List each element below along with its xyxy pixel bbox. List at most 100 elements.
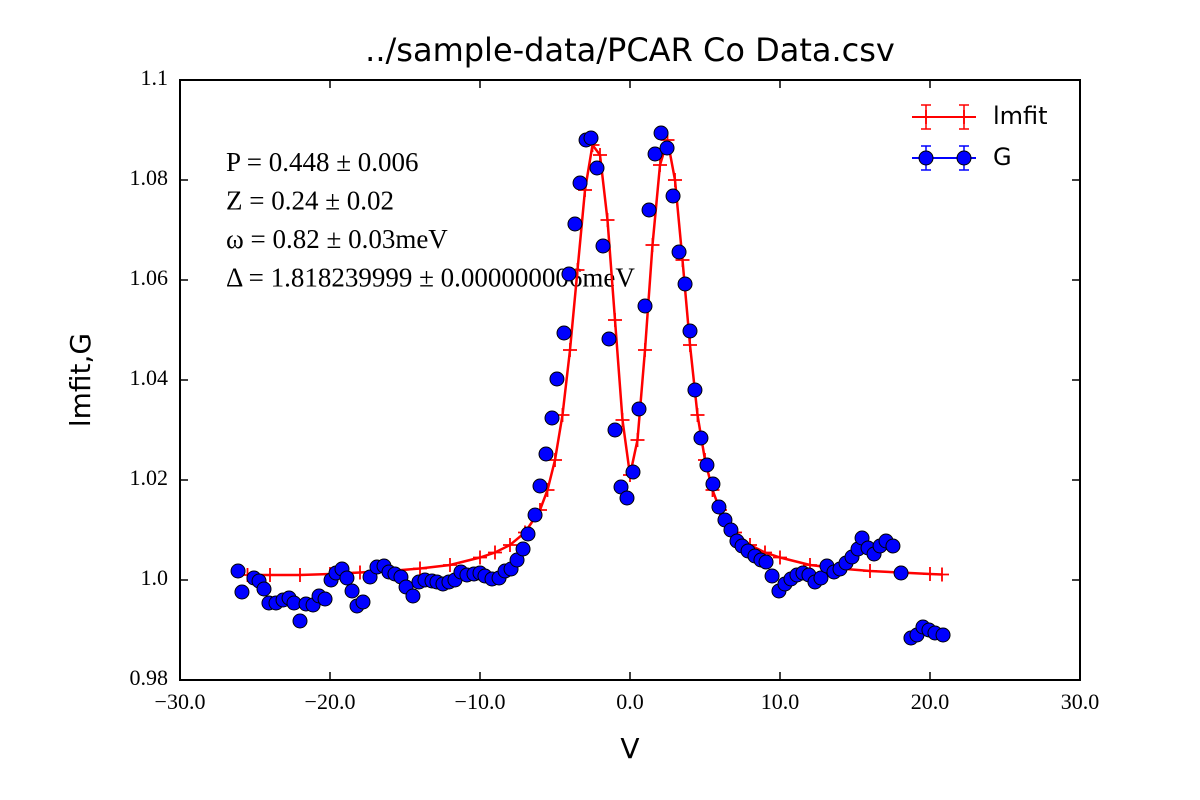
y-tick-label: 1.06 [130, 265, 169, 290]
point [935, 627, 951, 643]
plus-marker [413, 561, 427, 576]
plus-marker [488, 545, 502, 560]
y-axis-label: lmfit,G [64, 333, 97, 427]
point [515, 541, 531, 557]
plus-marker [503, 538, 517, 552]
point [665, 188, 681, 204]
legend: lmfit G [912, 102, 1048, 171]
point [653, 125, 669, 141]
plus-marker [645, 238, 660, 252]
point [813, 570, 829, 586]
legend-label: lmfit [993, 102, 1048, 130]
plus-marker [773, 550, 787, 565]
point [538, 446, 554, 462]
point [556, 325, 572, 341]
point [705, 476, 721, 492]
x-tick-label: 30.0 [1061, 689, 1100, 714]
legend-marker [919, 110, 933, 124]
legend-marker [918, 150, 934, 166]
plot-frame [179, 79, 1081, 681]
point [758, 554, 774, 570]
point [234, 584, 250, 600]
y-tick-label: 0.98 [130, 665, 169, 690]
legend-label: G [993, 143, 1012, 171]
plus-marker [923, 567, 937, 581]
y-tick-label: 1.1 [141, 65, 169, 90]
point [601, 331, 617, 347]
x-tick-label: 20.0 [911, 689, 950, 714]
point [567, 216, 583, 232]
x-tick-label: 0.0 [616, 689, 644, 714]
plus-marker [600, 213, 615, 227]
point [344, 583, 360, 599]
legend-marker [957, 110, 971, 124]
plus-marker [630, 433, 645, 447]
point [355, 594, 371, 610]
plus-marker [608, 313, 622, 327]
point [520, 526, 536, 542]
plus-marker [683, 338, 697, 352]
x-tick-label: 10.0 [761, 689, 800, 714]
fit-annotation: ω = 0.82 ± 0.03meV [226, 224, 448, 254]
chart-title: ../sample-data/PCAR Co Data.csv [365, 31, 895, 69]
point [687, 382, 703, 398]
plus-marker [653, 158, 667, 172]
plus-marker [473, 550, 487, 565]
plus-marker [263, 568, 277, 582]
point [230, 563, 246, 579]
point [549, 371, 565, 387]
plus-marker [593, 148, 607, 162]
point [572, 175, 588, 191]
point [256, 581, 272, 597]
point [619, 490, 635, 506]
x-tick-label: −10.0 [455, 689, 506, 714]
point [544, 410, 560, 426]
point [885, 538, 901, 554]
point [527, 507, 543, 523]
fit-annotation: Z = 0.24 ± 0.02 [226, 186, 394, 216]
point [671, 244, 687, 260]
point [595, 238, 611, 254]
point [764, 568, 780, 584]
point [693, 430, 709, 446]
legend-marker [956, 150, 972, 166]
point [682, 323, 698, 339]
point [589, 160, 605, 176]
plus-marker [690, 408, 705, 422]
point [677, 276, 693, 292]
y-tick-label: 1.04 [130, 365, 169, 390]
point [893, 565, 909, 581]
x-tick-label: −20.0 [305, 689, 356, 714]
y-tick-label: 1.02 [130, 465, 169, 490]
point [647, 146, 663, 162]
plus-marker [935, 567, 949, 582]
plus-marker [615, 413, 630, 427]
x-axis-label: V [620, 732, 639, 765]
plus-marker [863, 564, 877, 578]
plus-marker [443, 558, 457, 572]
fit-annotation: P = 0.448 ± 0.006 [226, 147, 419, 177]
point [659, 140, 675, 156]
point [625, 464, 641, 480]
point [699, 457, 715, 473]
point [711, 499, 727, 515]
point [561, 266, 577, 282]
point [607, 422, 623, 438]
y-tick-label: 1.0 [141, 565, 169, 590]
plus-marker [293, 568, 307, 582]
plus-marker [638, 343, 652, 357]
point [532, 478, 548, 494]
point [641, 202, 657, 218]
point [583, 130, 599, 146]
plus-marker [668, 173, 682, 187]
y-tick-label: 1.08 [130, 165, 169, 190]
plus-marker [563, 343, 577, 357]
point [317, 591, 333, 607]
point [637, 298, 653, 314]
point [292, 613, 308, 629]
point [631, 401, 647, 417]
point [405, 588, 421, 604]
point [339, 570, 355, 586]
x-tick-label: −30.0 [155, 689, 206, 714]
